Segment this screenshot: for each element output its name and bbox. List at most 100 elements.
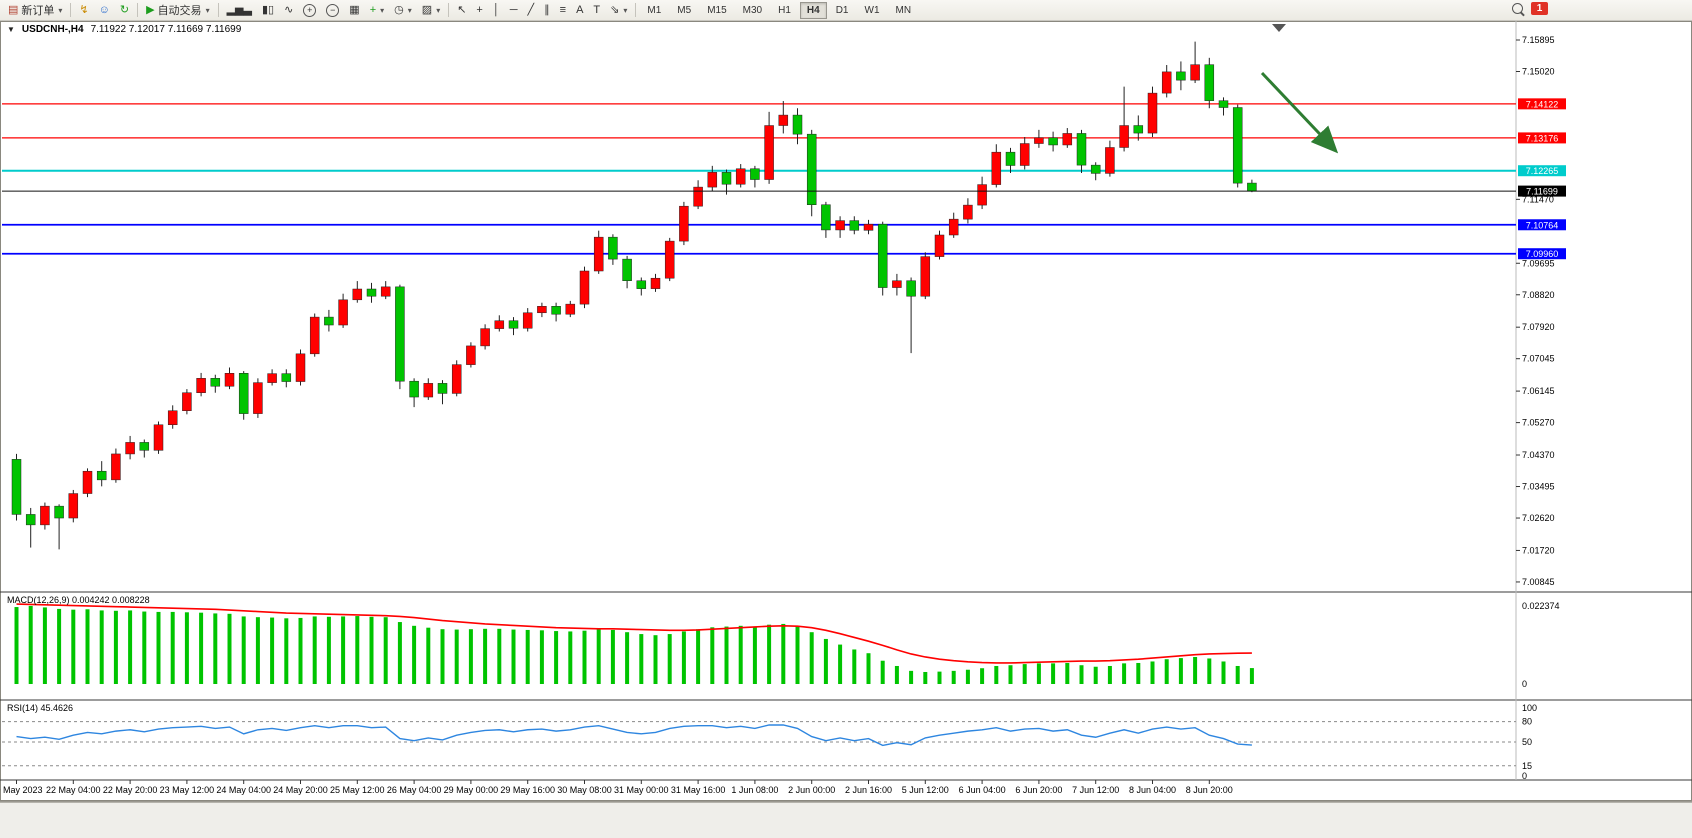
macd-bar	[113, 610, 118, 684]
refresh-button[interactable]: ↻	[115, 1, 134, 20]
cursor-icon: ↖	[457, 3, 467, 16]
macd-bar	[156, 611, 161, 684]
candle-body	[892, 280, 902, 288]
price-axis-label: 7.06145	[1522, 386, 1555, 396]
macd-bar	[937, 671, 942, 684]
timeframe-mn[interactable]: MN	[895, 4, 912, 16]
candle-body	[1034, 137, 1044, 144]
toolbar-separator	[217, 3, 219, 17]
candle-body	[466, 345, 476, 365]
macd-bar	[1164, 659, 1169, 684]
text-button[interactable]: A	[571, 1, 588, 20]
macd-bar	[412, 625, 417, 684]
draw-tool-group: ↖ + │ ─ ╱ ∥ ≡ A T ⇘ ▾	[452, 1, 632, 20]
timeframe-w1[interactable]: W1	[864, 4, 880, 16]
toolbar-separator	[70, 3, 72, 17]
trend-arrow-object[interactable]	[1260, 71, 1339, 154]
periods-button[interactable]: ◷ ▾	[389, 1, 417, 20]
timeframe-m5[interactable]: M5	[677, 4, 692, 16]
charts-profile-button[interactable]: ↯	[74, 1, 93, 20]
candle-body	[537, 306, 547, 314]
candle-body	[849, 220, 860, 231]
price-line-label-text: 7.12265	[1526, 166, 1559, 176]
price-line-label	[1518, 165, 1566, 177]
zoom-out-button[interactable]: −	[321, 1, 344, 20]
zoom-in-button[interactable]: +	[298, 1, 321, 20]
tile-windows-button[interactable]: ▦	[344, 1, 364, 20]
chart-shift-marker[interactable]	[1272, 24, 1286, 32]
trendline-button[interactable]: ╱	[523, 1, 540, 20]
vertical-line-button[interactable]: │	[488, 1, 505, 20]
macd-bar	[823, 638, 828, 684]
candle-body	[295, 353, 306, 382]
macd-bar	[880, 660, 885, 684]
bar-chart-button[interactable]: ▂▅▃	[222, 1, 257, 20]
one-click-trading-toggle[interactable]: ▼	[7, 25, 15, 34]
macd-bar	[554, 631, 559, 684]
market-watch-button[interactable]: ☺	[94, 1, 115, 20]
macd-bar	[184, 612, 189, 684]
candlestick-chart-button[interactable]: ▮▯	[257, 1, 279, 20]
macd-bar	[255, 617, 260, 684]
indicators-button[interactable]: + ▾	[365, 1, 389, 20]
price-line-label-text: 7.09960	[1526, 249, 1559, 259]
candle-body	[1176, 71, 1186, 81]
macd-bar	[426, 627, 431, 684]
zoom-in-icon: +	[303, 3, 317, 17]
equidistant-channel-button[interactable]: ∥	[539, 1, 555, 20]
horizontal-line-button[interactable]: ─	[505, 1, 523, 20]
time-axis-label: 31 May 16:00	[671, 785, 726, 795]
macd-bar	[497, 628, 502, 684]
macd-bar	[625, 632, 630, 684]
price-axis-label: 7.07045	[1522, 354, 1555, 364]
macd-bar	[710, 627, 715, 684]
arrows-icon: ⇘	[610, 3, 620, 16]
macd-bar	[738, 625, 743, 684]
auto-trading-button[interactable]: ▶ 自动交易 ▾	[141, 1, 214, 20]
candle-body	[735, 168, 746, 185]
candle-body	[977, 184, 987, 206]
time-axis-label: 30 May 08:00	[557, 785, 612, 795]
arrows-button[interactable]: ⇘ ▾	[605, 1, 632, 20]
timeframe-h4[interactable]: H4	[799, 1, 827, 19]
time-axis-label: 1 Jun 08:00	[731, 785, 778, 795]
macd-bar	[582, 630, 587, 684]
macd-bar	[213, 613, 218, 684]
macd-bar	[1093, 666, 1098, 684]
templates-button[interactable]: ▨ ▾	[417, 1, 445, 20]
timeframe-h1[interactable]: H1	[778, 4, 791, 16]
timeframe-m30[interactable]: M30	[742, 4, 763, 16]
time-axis-label: 8 Jun 20:00	[1186, 785, 1233, 795]
price-axis-label: 7.15895	[1522, 35, 1555, 45]
macd-bar	[539, 630, 544, 684]
timeframe-m1[interactable]: M1	[647, 4, 662, 16]
notification-badge[interactable]: 1	[1531, 2, 1548, 15]
macd-bar	[653, 635, 658, 684]
chart-ohlc-readout: 7.11922 7.12017 7.11669 7.11699	[90, 24, 242, 35]
rsi-axis-label: 15	[1522, 761, 1532, 771]
candle-body	[778, 114, 789, 126]
new-order-button[interactable]: ▤ 新订单 ▾	[3, 1, 67, 20]
price-line-label	[1518, 248, 1566, 260]
candle-body	[835, 220, 845, 231]
timeframe-m15[interactable]: M15	[707, 4, 727, 16]
timeframe-d1[interactable]: D1	[835, 4, 849, 16]
cursor-button[interactable]: ↖	[452, 1, 471, 20]
crosshair-button[interactable]: +	[471, 1, 487, 20]
candle-body	[608, 236, 618, 260]
label-button[interactable]: T	[588, 1, 605, 20]
chart-canvas[interactable]: 7.15895 7.15020 7.11470 7.09695 7.08820 7.079…	[0, 21, 1692, 802]
macd-bar	[639, 634, 644, 684]
fibonacci-button[interactable]: ≡	[555, 1, 571, 20]
time-axis-label: 19 May 2023	[0, 785, 43, 795]
candle-body	[551, 306, 561, 315]
search-icon[interactable]	[1512, 3, 1523, 14]
quick-icon-group: ↯ ☺ ↻	[74, 1, 134, 20]
time-axis-label: 26 May 04:00	[387, 785, 442, 795]
candle-body	[40, 505, 50, 526]
candle-body	[963, 204, 973, 220]
line-chart-button[interactable]: ∿	[279, 1, 298, 20]
macd-bar	[397, 622, 402, 684]
chart-window[interactable]: 7.15895 7.15020 7.11470 7.09695 7.08820 7.079…	[0, 21, 1692, 802]
candle-body	[366, 288, 377, 297]
